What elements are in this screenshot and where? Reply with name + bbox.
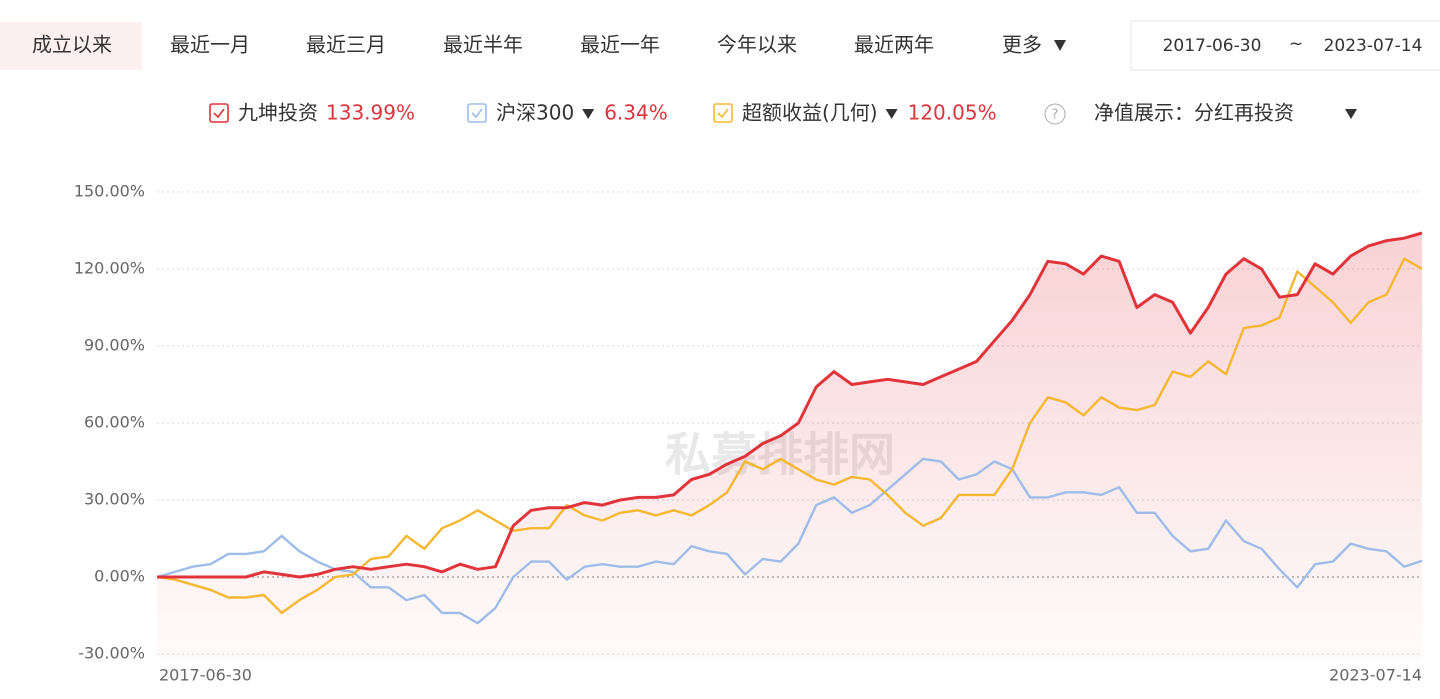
help-icon-mark: ?: [1052, 108, 1059, 123]
legend-name[interactable]: 沪深300: [496, 101, 574, 125]
legend-name[interactable]: 九坤投资: [238, 101, 318, 125]
tab[interactable]: 今年以来: [717, 33, 797, 57]
tab[interactable]: 最近两年: [854, 33, 934, 57]
tab[interactable]: 最近一年: [580, 33, 660, 57]
dropdown-arrow[interactable]: [1345, 109, 1357, 119]
dropdown-arrow[interactable]: [885, 109, 898, 119]
date-picker[interactable]: [1130, 20, 1440, 71]
x-tick-label: 2017-06-30: [159, 666, 252, 685]
series-line: [156, 257, 1423, 615]
legend: 九坤投资 133.99% 沪深300 6.34% 超额收益(几何) 120.05%: [209, 101, 997, 125]
tab[interactable]: 更多: [1002, 33, 1042, 57]
area: [157, 233, 1422, 660]
tab[interactable]: 最近一月: [170, 33, 250, 57]
y-tick-label: 60.00%: [84, 412, 145, 431]
x-tick-label: 2023-07-14: [1329, 666, 1422, 685]
date-separator: ~: [1289, 34, 1303, 54]
legend-checkbox[interactable]: [209, 103, 229, 123]
legend-name[interactable]: 超额收益(几何): [742, 101, 878, 125]
active-tab-bg: [0, 22, 142, 70]
tab[interactable]: 成立以来: [32, 33, 112, 57]
legend-return: 120.05%: [908, 101, 997, 125]
dropdown-arrow[interactable]: [1054, 40, 1066, 51]
legend-check: [717, 108, 729, 119]
legend-check: [213, 108, 225, 119]
tab[interactable]: 最近半年: [443, 33, 523, 57]
y-tick-label: 30.00%: [84, 489, 145, 508]
legend-checkbox[interactable]: [713, 103, 733, 123]
legend-return: 133.99%: [326, 101, 415, 125]
y-tick-label: 90.00%: [84, 335, 145, 354]
date-start[interactable]: 2017-06-30: [1163, 36, 1262, 56]
legend-checkbox[interactable]: [467, 103, 487, 123]
dropdown-arrow[interactable]: [582, 109, 595, 119]
y-tick-label: 0.00%: [94, 567, 145, 586]
y-tick-label: 150.00%: [74, 181, 145, 200]
tab[interactable]: 最近三月: [306, 33, 386, 57]
series-line: [157, 231, 1423, 579]
y-tick-label: 120.00%: [74, 258, 145, 277]
date-end[interactable]: 2023-07-14: [1324, 36, 1423, 56]
nav-display[interactable]: 净值展示：分红再投资: [1094, 101, 1294, 125]
y-tick-label: -30.00%: [78, 644, 145, 663]
series-line: [156, 457, 1423, 625]
legend-return: 6.34%: [604, 101, 668, 125]
legend-check: [471, 108, 483, 119]
help-icon[interactable]: [1044, 103, 1066, 125]
